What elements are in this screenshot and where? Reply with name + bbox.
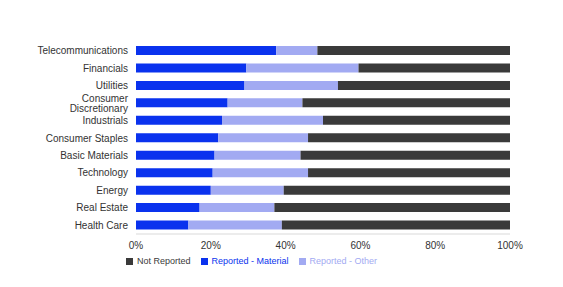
html-text:Reported - Other: Reported - Other <box>309 256 378 266</box>
html-text:Not Reported: Not Reported <box>137 256 191 266</box>
svg-text:Consumer Staples: Consumer Staples <box>46 133 128 144</box>
svg-text:Energy: Energy <box>96 185 128 196</box>
svg-text:0%: 0% <box>129 240 144 251</box>
svg-text:20%: 20% <box>201 240 221 251</box>
svg-text:80%: 80% <box>425 240 445 251</box>
html-text:Reported - Material: Reported - Material <box>211 256 289 266</box>
svg-text:Basic Materials: Basic Materials <box>60 150 128 161</box>
svg-text:40%: 40% <box>276 240 296 251</box>
svg-text:Health Care: Health Care <box>75 220 129 231</box>
svg-text:Industrials: Industrials <box>82 115 128 126</box>
svg-text:100%: 100% <box>497 240 523 251</box>
svg-text:Real Estate: Real Estate <box>76 202 128 213</box>
svg-text:Technology: Technology <box>77 167 128 178</box>
svg-text:Financials: Financials <box>83 63 128 74</box>
svg-text:Utilities: Utilities <box>96 80 128 91</box>
svg-text:ConsumerDiscretionary: ConsumerDiscretionary <box>70 93 129 114</box>
svg-text:Telecommunications: Telecommunications <box>37 45 128 56</box>
svg-text:60%: 60% <box>350 240 370 251</box>
